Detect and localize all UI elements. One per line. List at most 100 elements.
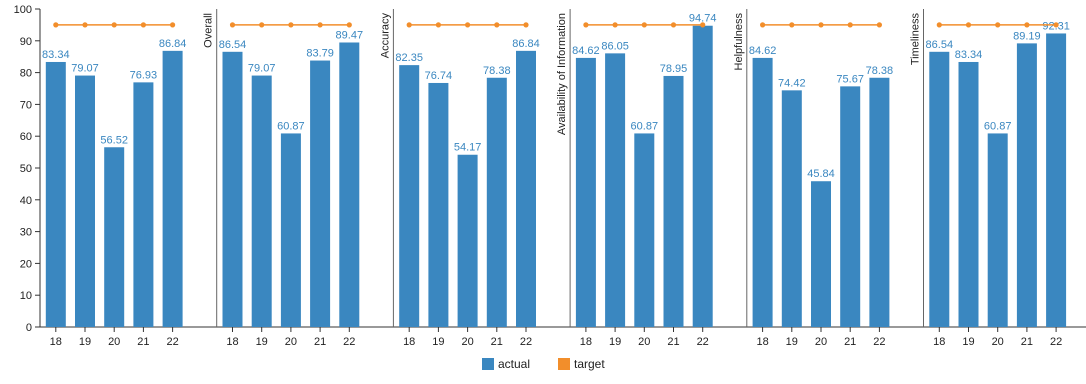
x-tick-label: 19	[256, 336, 268, 348]
bar-actual	[486, 77, 507, 327]
y-tick-label: 40	[20, 195, 32, 207]
data-label: 60.87	[984, 120, 1012, 132]
bar-actual	[222, 51, 243, 328]
target-marker	[523, 22, 529, 28]
data-label: 78.38	[866, 65, 894, 77]
bar-actual	[162, 50, 183, 327]
data-label: 60.87	[631, 120, 659, 132]
target-marker	[259, 22, 265, 28]
panel-title: Timeliness	[910, 13, 922, 66]
data-label: 83.34	[42, 49, 70, 61]
y-tick-label: 80	[20, 68, 32, 80]
target-marker	[995, 22, 1001, 28]
bar-actual	[310, 60, 331, 328]
bar-actual	[634, 133, 655, 327]
target-marker	[82, 22, 88, 28]
target-marker	[583, 22, 589, 28]
bar-actual	[958, 61, 979, 328]
legend-swatch	[558, 358, 570, 370]
target-marker	[1053, 22, 1059, 28]
data-label: 78.38	[483, 65, 511, 77]
bar-actual	[1046, 33, 1067, 328]
x-tick-label: 22	[343, 336, 355, 348]
x-tick-label: 22	[1050, 336, 1062, 348]
target-marker	[1024, 22, 1030, 28]
data-label: 89.19	[1013, 30, 1041, 42]
legend-label: actual	[498, 357, 530, 371]
y-tick-label: 20	[20, 258, 32, 270]
bar-actual	[457, 154, 478, 327]
y-tick-label: 50	[20, 163, 32, 175]
data-label: 86.84	[512, 38, 540, 50]
data-label: 45.84	[807, 168, 835, 180]
x-tick-label: 21	[1021, 336, 1033, 348]
data-label: 78.95	[660, 63, 688, 75]
x-tick-label: 19	[79, 336, 91, 348]
target-marker	[465, 22, 471, 28]
data-label: 84.62	[572, 45, 600, 57]
target-marker	[936, 22, 942, 28]
data-label: 76.93	[130, 69, 158, 81]
data-label: 86.54	[926, 39, 954, 51]
y-tick-label: 70	[20, 99, 32, 111]
data-label: 83.34	[955, 49, 983, 61]
panel-title: Availability of Information	[556, 13, 568, 135]
bar-actual	[752, 57, 773, 328]
data-label: 75.67	[836, 73, 864, 85]
target-marker	[670, 22, 677, 28]
target-marker	[435, 22, 441, 28]
target-marker	[288, 22, 294, 28]
data-label: 86.54	[219, 39, 247, 51]
target-marker	[818, 22, 824, 28]
target-marker	[494, 22, 500, 28]
legend-swatch	[482, 358, 494, 370]
target-marker	[346, 22, 352, 28]
x-tick-label: 19	[432, 336, 444, 348]
y-tick-label: 30	[20, 227, 32, 239]
panel-title: Helpfulness	[733, 13, 745, 71]
target-marker	[641, 22, 647, 28]
bar-actual	[692, 25, 713, 327]
target-marker	[317, 22, 323, 28]
bar-actual	[75, 75, 95, 327]
bar-actual	[339, 42, 360, 327]
target-marker	[700, 22, 706, 28]
data-label: 84.62	[749, 45, 777, 57]
x-tick-label: 20	[638, 336, 650, 348]
x-tick-label: 21	[491, 336, 503, 348]
panel-title: Accuracy	[379, 13, 391, 59]
x-tick-label: 20	[461, 336, 473, 348]
x-tick-label: 20	[108, 336, 120, 348]
target-marker	[760, 22, 766, 28]
bar-actual	[663, 75, 684, 328]
x-tick-label: 18	[580, 336, 592, 348]
bar-actual	[399, 65, 420, 327]
target-marker	[111, 22, 117, 28]
target-marker	[847, 22, 853, 28]
x-tick-label: 22	[697, 336, 709, 348]
bar-actual	[251, 75, 272, 327]
x-tick-label: 22	[520, 336, 532, 348]
panel-title: Overall	[203, 13, 215, 48]
x-tick-label: 18	[756, 336, 768, 348]
data-label: 54.17	[454, 142, 482, 154]
data-label: 94.74	[689, 13, 717, 25]
legend-label: target	[574, 357, 605, 371]
x-tick-label: 21	[844, 336, 856, 348]
bar-actual	[869, 77, 890, 327]
target-marker	[170, 22, 176, 28]
x-tick-label: 21	[314, 336, 326, 348]
x-tick-label: 20	[815, 336, 827, 348]
data-label: 79.07	[248, 63, 276, 75]
x-tick-label: 19	[962, 336, 974, 348]
target-marker	[406, 22, 412, 28]
data-label: 89.47	[336, 29, 364, 41]
data-label: 76.74	[425, 70, 453, 82]
bar-actual	[516, 50, 536, 327]
x-tick-label: 18	[403, 336, 415, 348]
bar-actual	[1016, 43, 1037, 328]
y-tick-label: 90	[20, 36, 32, 48]
target-marker	[140, 22, 146, 28]
bar-actual	[811, 181, 831, 327]
data-label: 82.35	[395, 52, 423, 64]
